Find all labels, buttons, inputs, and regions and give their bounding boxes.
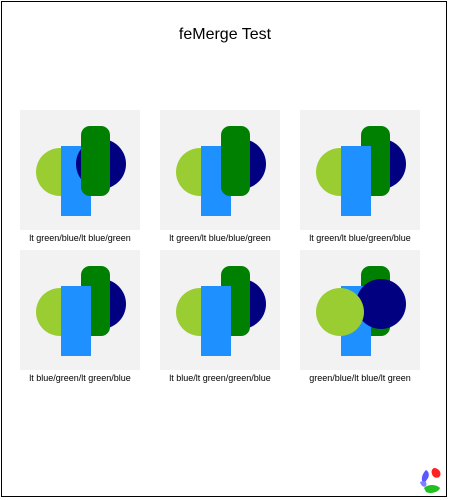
page-title: feMerge Test [178,26,272,43]
merge-test-graphic-4 [20,250,140,370]
merge-test-graphic-3 [300,110,420,230]
merge-test-caption-5: lt blue/lt green/green/blue [169,373,271,383]
svg-logo-icon [420,468,441,493]
merge-test-graphic-1 [20,110,140,230]
merge-test-cell-6 [300,250,420,370]
blue-shape [61,286,91,356]
blue-shape [201,286,231,356]
merge-test-cell-2 [160,110,280,230]
merge-test-graphic-6 [300,250,420,370]
merge-test-caption-1: lt green/blue/lt blue/green [29,233,131,243]
merge-test-cell-5 [160,250,280,370]
merge-test-caption-4: lt blue/green/lt green/blue [29,373,131,383]
merge-test-graphic-5 [160,250,280,370]
lt-green-shape [316,288,364,336]
merge-test-cell-3 [300,110,420,230]
dark-blue-shape [356,279,406,329]
merge-test-caption-3: lt green/lt blue/green/blue [309,233,411,243]
merge-test-caption-2: lt green/lt blue/blue/green [169,233,271,243]
merge-test-graphic-2 [160,110,280,230]
merge-test-caption-6: green/blue/lt blue/lt green [309,373,411,383]
merge-test-cell-4 [20,250,140,370]
green-shape [81,126,110,196]
blue-shape [341,146,371,216]
green-shape [221,126,250,196]
merge-test-cell-1 [20,110,140,230]
